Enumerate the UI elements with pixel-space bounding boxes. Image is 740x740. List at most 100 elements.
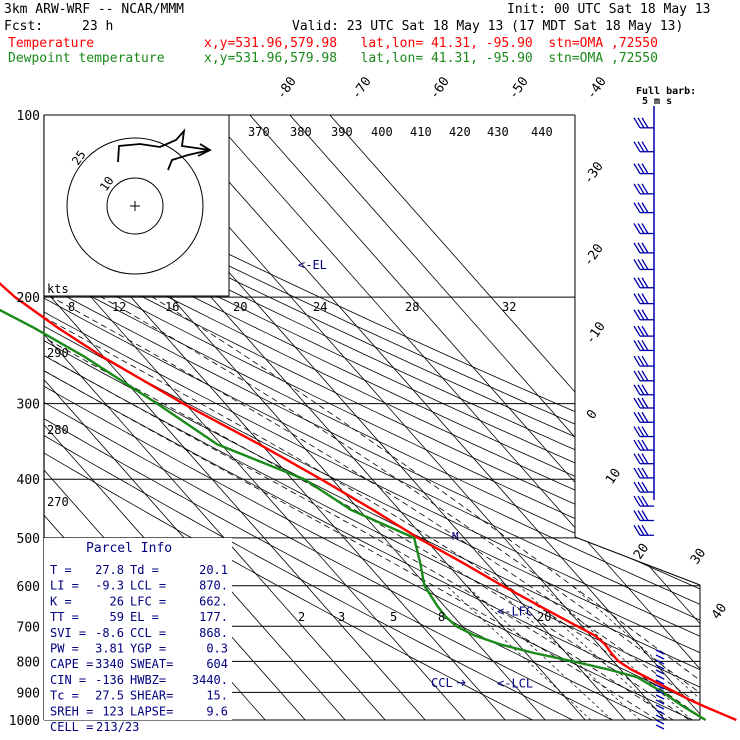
wind-barb xyxy=(633,309,654,321)
parcel-label: SWEAT= xyxy=(130,657,173,671)
barb-flag xyxy=(633,223,641,234)
barb-flag xyxy=(633,453,641,465)
moist-adiabat-label: 20 xyxy=(233,300,247,314)
ccl-arrow xyxy=(457,679,466,687)
wind-barb-column: Full barb:5 m s xyxy=(633,86,696,730)
parcel-label: CIN = xyxy=(50,673,86,687)
pressure-tick-300: 300 xyxy=(17,398,40,413)
parcel-value: 3.81 xyxy=(95,642,124,656)
isotherm xyxy=(44,115,386,720)
barb-flag xyxy=(641,370,649,382)
parcel-value: 177. xyxy=(199,610,228,624)
barb-flag xyxy=(637,141,645,153)
level-marker-lcl: <-LCL xyxy=(497,676,533,690)
wind-barb xyxy=(633,453,654,465)
wind-barb xyxy=(633,259,654,271)
barb-flag xyxy=(633,439,641,451)
barb-flag xyxy=(637,293,645,304)
isotherm-label: -40 xyxy=(584,74,610,102)
parcel-value: 15. xyxy=(206,689,228,703)
barb-flag xyxy=(637,426,645,437)
parcel-label: CAPE = xyxy=(50,657,93,671)
parcel-value: 123 xyxy=(102,704,124,718)
dry-adiabat xyxy=(44,115,700,720)
wind-barb xyxy=(633,117,654,129)
parcel-label: K = xyxy=(50,594,72,608)
parcel-value: 59 xyxy=(110,610,124,624)
hodograph-label-25: 25 xyxy=(69,148,89,168)
parcel-label: LAPSE= xyxy=(130,704,173,718)
model-title: 3km ARW-WRF -- NCAR/MMM xyxy=(4,2,185,17)
barb-flag xyxy=(637,259,645,270)
barb-flag xyxy=(633,481,641,493)
parcel-value: -8.6 xyxy=(95,626,124,640)
barb-flag xyxy=(641,277,649,289)
lower-barb xyxy=(655,699,665,705)
dry-adiabat xyxy=(44,115,653,720)
theta-label: 420 xyxy=(449,125,471,139)
barb-flag xyxy=(637,202,645,213)
mixing-ratio-label: 3 xyxy=(338,610,345,624)
lower-barb xyxy=(655,659,665,665)
moist-adiabat-label: 24 xyxy=(313,300,327,314)
parcel-value: 0.3 xyxy=(206,642,228,656)
wind-barb xyxy=(633,242,654,254)
hodograph-ring-outer xyxy=(66,137,204,275)
wind-barb xyxy=(633,510,654,522)
legend-dewpoint-label: Dewpoint temperature xyxy=(8,51,165,66)
mixing-ratio-label: 8 xyxy=(438,610,445,624)
wind-barb xyxy=(633,223,654,235)
parcel-value: -9.3 xyxy=(95,579,124,593)
barb-flag xyxy=(633,510,641,521)
parcel-value: 20.1 xyxy=(199,563,228,577)
parcel-label: SHEAR= xyxy=(130,689,173,703)
barb-flag xyxy=(641,467,649,479)
lower-barb xyxy=(655,724,665,730)
barb-flag xyxy=(641,242,649,254)
isotherm-label: -50 xyxy=(506,74,532,102)
parcel-value: 604 xyxy=(206,657,228,671)
parcel-value: 213/23 xyxy=(96,720,139,734)
level-marker-lfc: <-LFC xyxy=(497,605,533,619)
barb-flag xyxy=(641,340,649,351)
isotherm-label: -60 xyxy=(427,74,453,102)
parcel-label: TT = xyxy=(50,610,79,624)
barb-flag xyxy=(637,467,645,479)
barb-flag xyxy=(641,495,649,507)
theta-label-left: 290 xyxy=(47,346,69,360)
lower-barb xyxy=(655,704,665,710)
legend-temperature-info: x,y=531.96,579.98 lat,lon= 41.31, -95.90… xyxy=(204,36,658,51)
barb-flag xyxy=(637,355,645,367)
barb-flag xyxy=(637,411,645,423)
barb-flag xyxy=(633,277,641,289)
pressure-tick-500: 500 xyxy=(17,532,40,547)
parcel-label: Td = xyxy=(130,563,159,577)
barb-flag xyxy=(633,117,641,129)
isotherm-label: 0 xyxy=(584,407,601,422)
wind-barb xyxy=(633,426,654,438)
isotherm-label: 20 xyxy=(631,541,652,562)
barb-flag xyxy=(637,223,645,234)
pressure-tick-800: 800 xyxy=(17,655,40,670)
barb-flag xyxy=(637,384,645,396)
parcel-value: 9.6 xyxy=(206,704,228,718)
right-edge-slant xyxy=(574,536,701,586)
barb-flag xyxy=(641,325,649,337)
moist-adiabat-label: 28 xyxy=(405,300,419,314)
barb-flag xyxy=(641,384,649,396)
legend-dewpoint-info: x,y=531.96,579.98 lat,lon= 41.31, -95.90… xyxy=(204,51,658,66)
barb-flag xyxy=(641,397,649,409)
moist-adiabat-label: 32 xyxy=(502,300,516,314)
barb-flag xyxy=(633,524,641,536)
dry-adiabat xyxy=(44,115,700,720)
dry-adiabat xyxy=(44,115,700,720)
mixing-ratio-line xyxy=(571,585,700,720)
wind-barb xyxy=(633,524,654,536)
isotherm xyxy=(44,115,346,720)
init-time: Init: 00 UTC Sat 18 May 13 xyxy=(507,2,711,17)
barb-flag xyxy=(633,259,641,270)
dry-adiabat xyxy=(44,115,533,720)
fcst-label: Fcst: xyxy=(4,19,44,34)
parcel-label: SREH = xyxy=(50,704,93,718)
dry-adiabat xyxy=(44,115,700,720)
